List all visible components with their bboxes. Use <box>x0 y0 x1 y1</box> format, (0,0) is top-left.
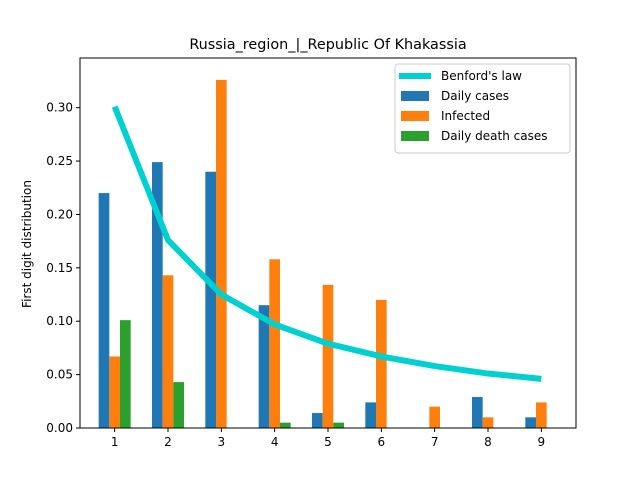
bar-infected-2 <box>162 275 174 428</box>
legend-label-daily-cases: Daily cases <box>441 89 509 103</box>
y-tick-label-0.00: 0.00 <box>46 421 73 435</box>
x-tick-label-3: 3 <box>218 435 226 449</box>
bar-daily-cases-3 <box>205 171 216 428</box>
axes-layer: 1 2 3 4 5 6 7 8 9 0.00 0.05 0.10 0.15 0.20 0.25 0.30 <box>46 57 577 449</box>
benford-law-line <box>111 105 542 382</box>
bar-daily-cases-4 <box>258 305 270 428</box>
x-tick-label-8: 8 <box>484 435 492 449</box>
y-axis-label: First digit distribution <box>20 180 34 308</box>
bar-daily-cases-9 <box>525 417 536 428</box>
bars-layer <box>98 79 547 429</box>
x-tick-label-6: 6 <box>378 435 386 449</box>
y-tick-label-0.10: 0.10 <box>46 314 73 328</box>
bar-infected-3 <box>216 79 227 429</box>
bar-daily-cases-5 <box>312 413 323 428</box>
bar-daily-death-cases-5 <box>333 422 344 428</box>
legend-swatch-daily-cases <box>401 91 429 101</box>
benford-line-layer <box>111 105 542 382</box>
x-tick-label-5: 5 <box>324 435 332 449</box>
bar-infected-5 <box>322 284 334 428</box>
legend-label-daily-death-cases: Daily death cases <box>441 129 548 143</box>
legend-label-benford-s-law: Benford's law <box>441 69 522 83</box>
bar-daily-cases-8 <box>472 397 483 428</box>
bar-infected-1 <box>109 356 120 428</box>
bar-infected-4 <box>269 259 280 428</box>
bar-infected-7 <box>429 406 440 428</box>
bar-infected-8 <box>482 417 494 428</box>
bar-daily-death-cases-4 <box>280 422 291 428</box>
chart-title: Russia_region_|_Republic Of Khakassia <box>189 37 466 53</box>
y-tick-label-0.20: 0.20 <box>46 207 73 221</box>
bar-infected-9 <box>536 402 547 428</box>
bar-daily-death-cases-2 <box>173 382 184 428</box>
x-tick-label-1: 1 <box>111 435 119 449</box>
y-tick-label-0.05: 0.05 <box>46 368 73 382</box>
x-tick-label-2: 2 <box>164 435 172 449</box>
x-tick-label-9: 9 <box>538 435 546 449</box>
bar-daily-death-cases-1 <box>120 320 131 428</box>
bar-infected-6 <box>376 299 387 428</box>
y-tick-label-0.30: 0.30 <box>46 101 73 115</box>
bar-daily-cases-6 <box>365 402 376 428</box>
x-tick-label-4: 4 <box>271 435 279 449</box>
legend: Benford's law Daily cases Infected Daily de… <box>394 63 571 154</box>
legend-label-infected: Infected <box>441 109 490 123</box>
bar-daily-cases-2 <box>152 162 163 428</box>
x-tick-label-7: 7 <box>431 435 439 449</box>
y-tick-label-0.25: 0.25 <box>46 154 73 168</box>
bar-daily-cases-1 <box>98 193 110 428</box>
legend-box <box>394 63 571 154</box>
y-tick-label-0.15: 0.15 <box>46 261 73 275</box>
legend-swatch-infected <box>401 111 429 121</box>
legend-swatch-daily-death-cases <box>401 131 429 141</box>
